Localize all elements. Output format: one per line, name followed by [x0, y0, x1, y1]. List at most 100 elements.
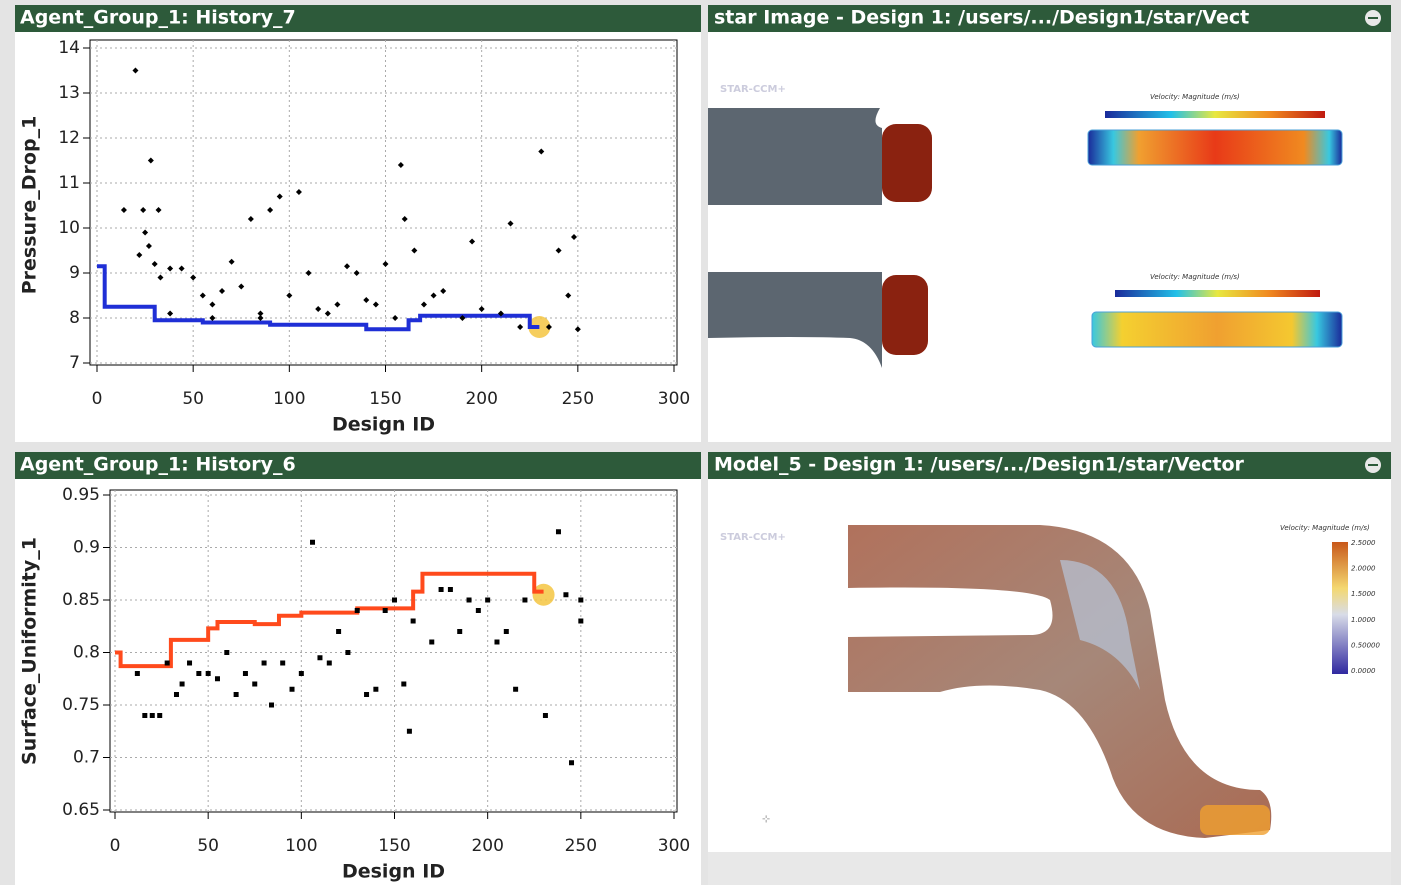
screen: Agent_Group_1: History_7 star Image - De…	[0, 0, 1401, 885]
point	[290, 687, 295, 692]
colorbar-title: Velocity: Magnitude (m/s)	[1150, 93, 1240, 101]
x-tick-label: 150	[369, 389, 401, 409]
panel-title: Agent_Group_1: History_7	[20, 7, 296, 29]
axis-triad: ⊹	[762, 814, 770, 825]
point	[174, 692, 179, 697]
y-tick-label: 0.7	[73, 748, 100, 768]
backdrop	[708, 852, 1391, 885]
contour	[1092, 312, 1342, 347]
point	[150, 713, 155, 718]
point	[252, 682, 257, 687]
point	[310, 540, 315, 545]
x-tick-label: 50	[182, 389, 204, 409]
point	[234, 692, 239, 697]
x-tick-label: 150	[378, 836, 410, 856]
y-tick-label: 7	[69, 353, 80, 373]
point	[448, 587, 453, 592]
geometry	[882, 275, 928, 355]
logo: STAR-CCM+	[720, 84, 786, 95]
point	[543, 713, 548, 718]
point	[457, 629, 462, 634]
point	[392, 598, 397, 603]
panel-title: star Image - Design 1: /users/.../Design…	[714, 7, 1249, 29]
point	[280, 661, 285, 666]
colorbar-label: 0.50000	[1351, 641, 1380, 649]
point	[383, 608, 388, 613]
point	[467, 598, 472, 603]
point	[476, 608, 481, 613]
y-tick-label: 0.65	[62, 800, 100, 820]
point	[187, 661, 192, 666]
panel	[708, 5, 1391, 442]
point	[439, 587, 444, 592]
point	[364, 692, 369, 697]
geometry	[882, 124, 932, 202]
point	[504, 629, 509, 634]
point	[299, 671, 304, 676]
y-tick-label: 0.8	[73, 643, 100, 663]
point	[373, 687, 378, 692]
point	[407, 729, 412, 734]
point	[578, 598, 583, 603]
point	[485, 598, 490, 603]
x-tick-label: 100	[273, 389, 305, 409]
point	[429, 640, 434, 645]
y-tick-label: 10	[58, 218, 80, 238]
point	[157, 713, 162, 718]
point	[563, 592, 568, 597]
x-tick-label: 300	[658, 389, 690, 409]
icon	[1368, 464, 1378, 466]
point	[355, 608, 360, 613]
point	[513, 687, 518, 692]
x-tick-label: 200	[471, 836, 503, 856]
point	[269, 703, 274, 708]
y-tick-label: 13	[58, 83, 80, 103]
panel-title: Agent_Group_1: History_6	[20, 454, 296, 476]
colorbar-title: Velocity: Magnitude (m/s)	[1280, 524, 1370, 532]
geometry	[708, 108, 882, 205]
contour	[1088, 130, 1342, 165]
y-tick-label: 0.95	[62, 485, 100, 505]
point	[317, 655, 322, 660]
point	[522, 598, 527, 603]
point	[578, 619, 583, 624]
point	[196, 671, 201, 676]
y-tick-label: 0.75	[62, 695, 100, 715]
point	[327, 661, 332, 666]
x-tick-label: 50	[197, 836, 219, 856]
icon	[1368, 17, 1378, 19]
panel	[15, 452, 701, 885]
point	[215, 676, 220, 681]
y-tick-label: 0.9	[73, 538, 100, 558]
point	[165, 661, 170, 666]
point	[556, 529, 561, 534]
x-tick-label: 300	[658, 836, 690, 856]
point	[411, 619, 416, 624]
x-tick-label: 0	[110, 836, 121, 856]
y-tick-label: 11	[58, 173, 80, 193]
point	[401, 682, 406, 687]
y-tick-label: 12	[58, 128, 80, 148]
x-tick-label: 0	[92, 389, 103, 409]
y-tick-label: 9	[69, 263, 80, 283]
point	[569, 760, 574, 765]
y-tick-label: 0.85	[62, 590, 100, 610]
colorbar	[1115, 290, 1320, 297]
point	[262, 661, 267, 666]
point	[180, 682, 185, 687]
x-tick-label: 200	[465, 389, 497, 409]
colorbar-label: 1.5000	[1351, 590, 1376, 598]
y-tick-label: 14	[58, 38, 80, 58]
y-axis-label: Pressure_Drop_1	[19, 116, 41, 295]
colorbar-label: 2.5000	[1351, 539, 1376, 547]
point	[243, 671, 248, 676]
colorbar	[1105, 111, 1325, 118]
logo: STAR-CCM+	[720, 532, 786, 543]
point	[135, 671, 140, 676]
point	[345, 650, 350, 655]
point	[142, 713, 147, 718]
colorbar-label: 2.0000	[1351, 565, 1376, 573]
colorbar-label: 1.0000	[1351, 616, 1376, 624]
x-axis-label: Design ID	[342, 861, 445, 883]
colorbar	[1332, 542, 1348, 674]
